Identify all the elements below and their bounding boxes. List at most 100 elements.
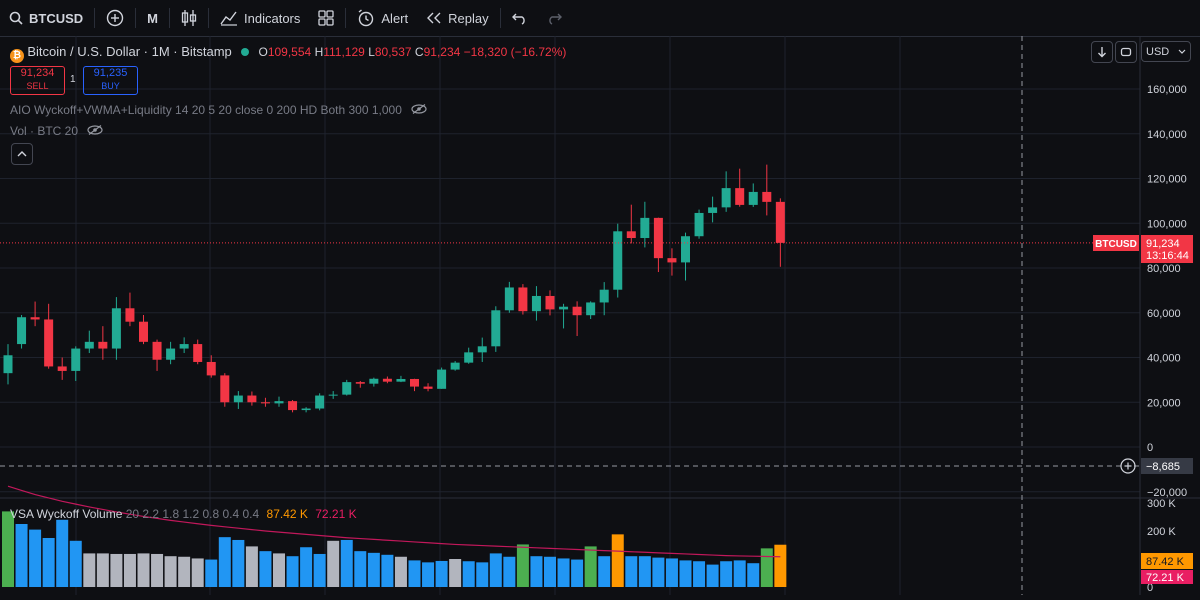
price-axis-label: 100,000	[1147, 218, 1187, 230]
volume-tags: 87.42 K 72.21 K	[1141, 553, 1193, 584]
price-axis-label: 0	[1147, 442, 1153, 454]
volume-bar	[774, 544, 787, 587]
price-axis-labels: 160,000 140,000 120,000 100,000 80,000 60,000…	[1147, 84, 1187, 499]
volume-value2: 72.21 K	[315, 507, 357, 521]
symbol-title: Bitcoin / U.S. Dollar · 1M · Bitstamp	[27, 44, 232, 59]
collapse-legend-button[interactable]	[11, 143, 33, 165]
indicator2-legend[interactable]: Vol · BTC 20	[10, 124, 103, 138]
candle-body	[504, 287, 514, 311]
close-value: 91,234	[423, 45, 461, 59]
sell-button[interactable]: 91,234 SELL	[10, 66, 65, 95]
eye-hidden-icon[interactable]	[411, 103, 427, 117]
volume-bar	[706, 564, 719, 587]
compare-button[interactable]	[97, 0, 133, 36]
chevron-down-icon	[1178, 49, 1186, 54]
volume-params: 20 2.2 1.8 1.2 0.8 0.4 0.4	[125, 507, 260, 521]
volume-bar	[15, 524, 28, 587]
volume-bar	[489, 553, 502, 587]
eye-hidden-icon[interactable]	[87, 124, 103, 138]
candle-body	[559, 306, 569, 310]
redo-button[interactable]	[537, 0, 571, 36]
volume-bar	[720, 561, 733, 587]
candle-body	[450, 362, 460, 370]
volume-bar	[503, 556, 516, 587]
fullscreen-icon	[1120, 47, 1132, 57]
alert-button[interactable]: Alert	[348, 0, 417, 36]
sell-price: 91,234	[20, 67, 55, 79]
indicator1-legend[interactable]: AIO Wyckoff+VWMA+Liquidity 14 20 5 20 cl…	[10, 103, 427, 117]
volume-bar	[300, 547, 313, 587]
candle-body	[410, 378, 419, 387]
candle-body	[423, 386, 433, 389]
toolbar-divider	[94, 8, 96, 28]
fullscreen-button[interactable]	[1115, 41, 1137, 63]
candle-body	[44, 319, 54, 367]
close-label: C	[414, 45, 424, 59]
volume-bar	[679, 560, 692, 587]
chart-svg[interactable]: 160,000140,000120,000100,00080,00060,000…	[0, 36, 1200, 595]
volume-bar	[313, 553, 326, 587]
interval-button[interactable]: M	[138, 0, 167, 36]
candle-body	[84, 341, 94, 349]
candle-body	[179, 344, 189, 349]
candle-body	[288, 401, 298, 411]
vol-tag2-bg	[1141, 570, 1193, 584]
candle-body	[260, 402, 270, 404]
rewind-icon	[427, 12, 441, 24]
candle-body	[71, 348, 81, 371]
volume-bar	[245, 546, 258, 587]
volume-bar	[693, 561, 706, 587]
candle-body	[667, 258, 677, 263]
volume-bar	[557, 558, 570, 587]
indicators-label: Indicators	[244, 10, 301, 26]
change-value: −18,320 (−16.72%)	[463, 45, 567, 59]
candle-body	[30, 317, 40, 320]
replay-button[interactable]: Replay	[417, 0, 497, 36]
candle-body	[748, 191, 758, 205]
buy-price: 91,235	[93, 67, 128, 79]
toolbar-divider	[169, 8, 171, 28]
symbol-search[interactable]: BTCUSD	[0, 0, 92, 36]
candle-body	[315, 395, 325, 409]
volume-bar	[571, 559, 584, 587]
volume-bar	[367, 552, 380, 587]
volume-bar	[56, 519, 69, 587]
buy-button[interactable]: 91,235 BUY	[83, 66, 138, 95]
price-axis-label: 80,000	[1147, 263, 1181, 275]
spread-value: 1	[70, 74, 76, 85]
candle-body	[721, 188, 731, 208]
currency-select[interactable]: USD	[1141, 41, 1191, 62]
volume-bars	[2, 511, 787, 587]
volume-bar	[205, 559, 218, 587]
volume-bar	[422, 562, 435, 587]
vol-tag2: 72.21 K	[1146, 572, 1185, 584]
volume-bar	[123, 553, 136, 587]
candle-body	[369, 378, 379, 384]
volume-bar	[760, 548, 773, 587]
volume-bar	[273, 553, 285, 587]
add-circle-icon	[106, 9, 124, 27]
volume-bar	[449, 559, 462, 587]
toolbar-divider	[208, 8, 210, 28]
templates-button[interactable]	[309, 0, 343, 36]
candle-body	[518, 287, 528, 312]
candle-body	[152, 341, 162, 360]
toolbar-divider	[345, 8, 347, 28]
candle-body	[396, 378, 406, 382]
chart-area[interactable]: 160,000 140,000 120,000 100,000 80,000 60,000…	[0, 36, 1200, 595]
candle-body	[342, 382, 352, 395]
volume-bar	[530, 556, 543, 587]
scroll-down-button[interactable]	[1091, 41, 1113, 63]
candle-body	[193, 344, 203, 362]
volume-bar	[747, 563, 760, 587]
candle-body	[3, 355, 13, 374]
undo-button[interactable]	[503, 0, 537, 36]
indicators-button[interactable]: Indicators	[211, 0, 309, 36]
candle-body	[491, 310, 501, 347]
add-alert-icon	[1120, 458, 1136, 474]
candle-body	[464, 352, 474, 363]
candle-body	[775, 201, 785, 243]
volume-bar	[286, 556, 299, 587]
chart-type-button[interactable]	[172, 0, 206, 36]
sell-label: SELL	[26, 81, 49, 91]
